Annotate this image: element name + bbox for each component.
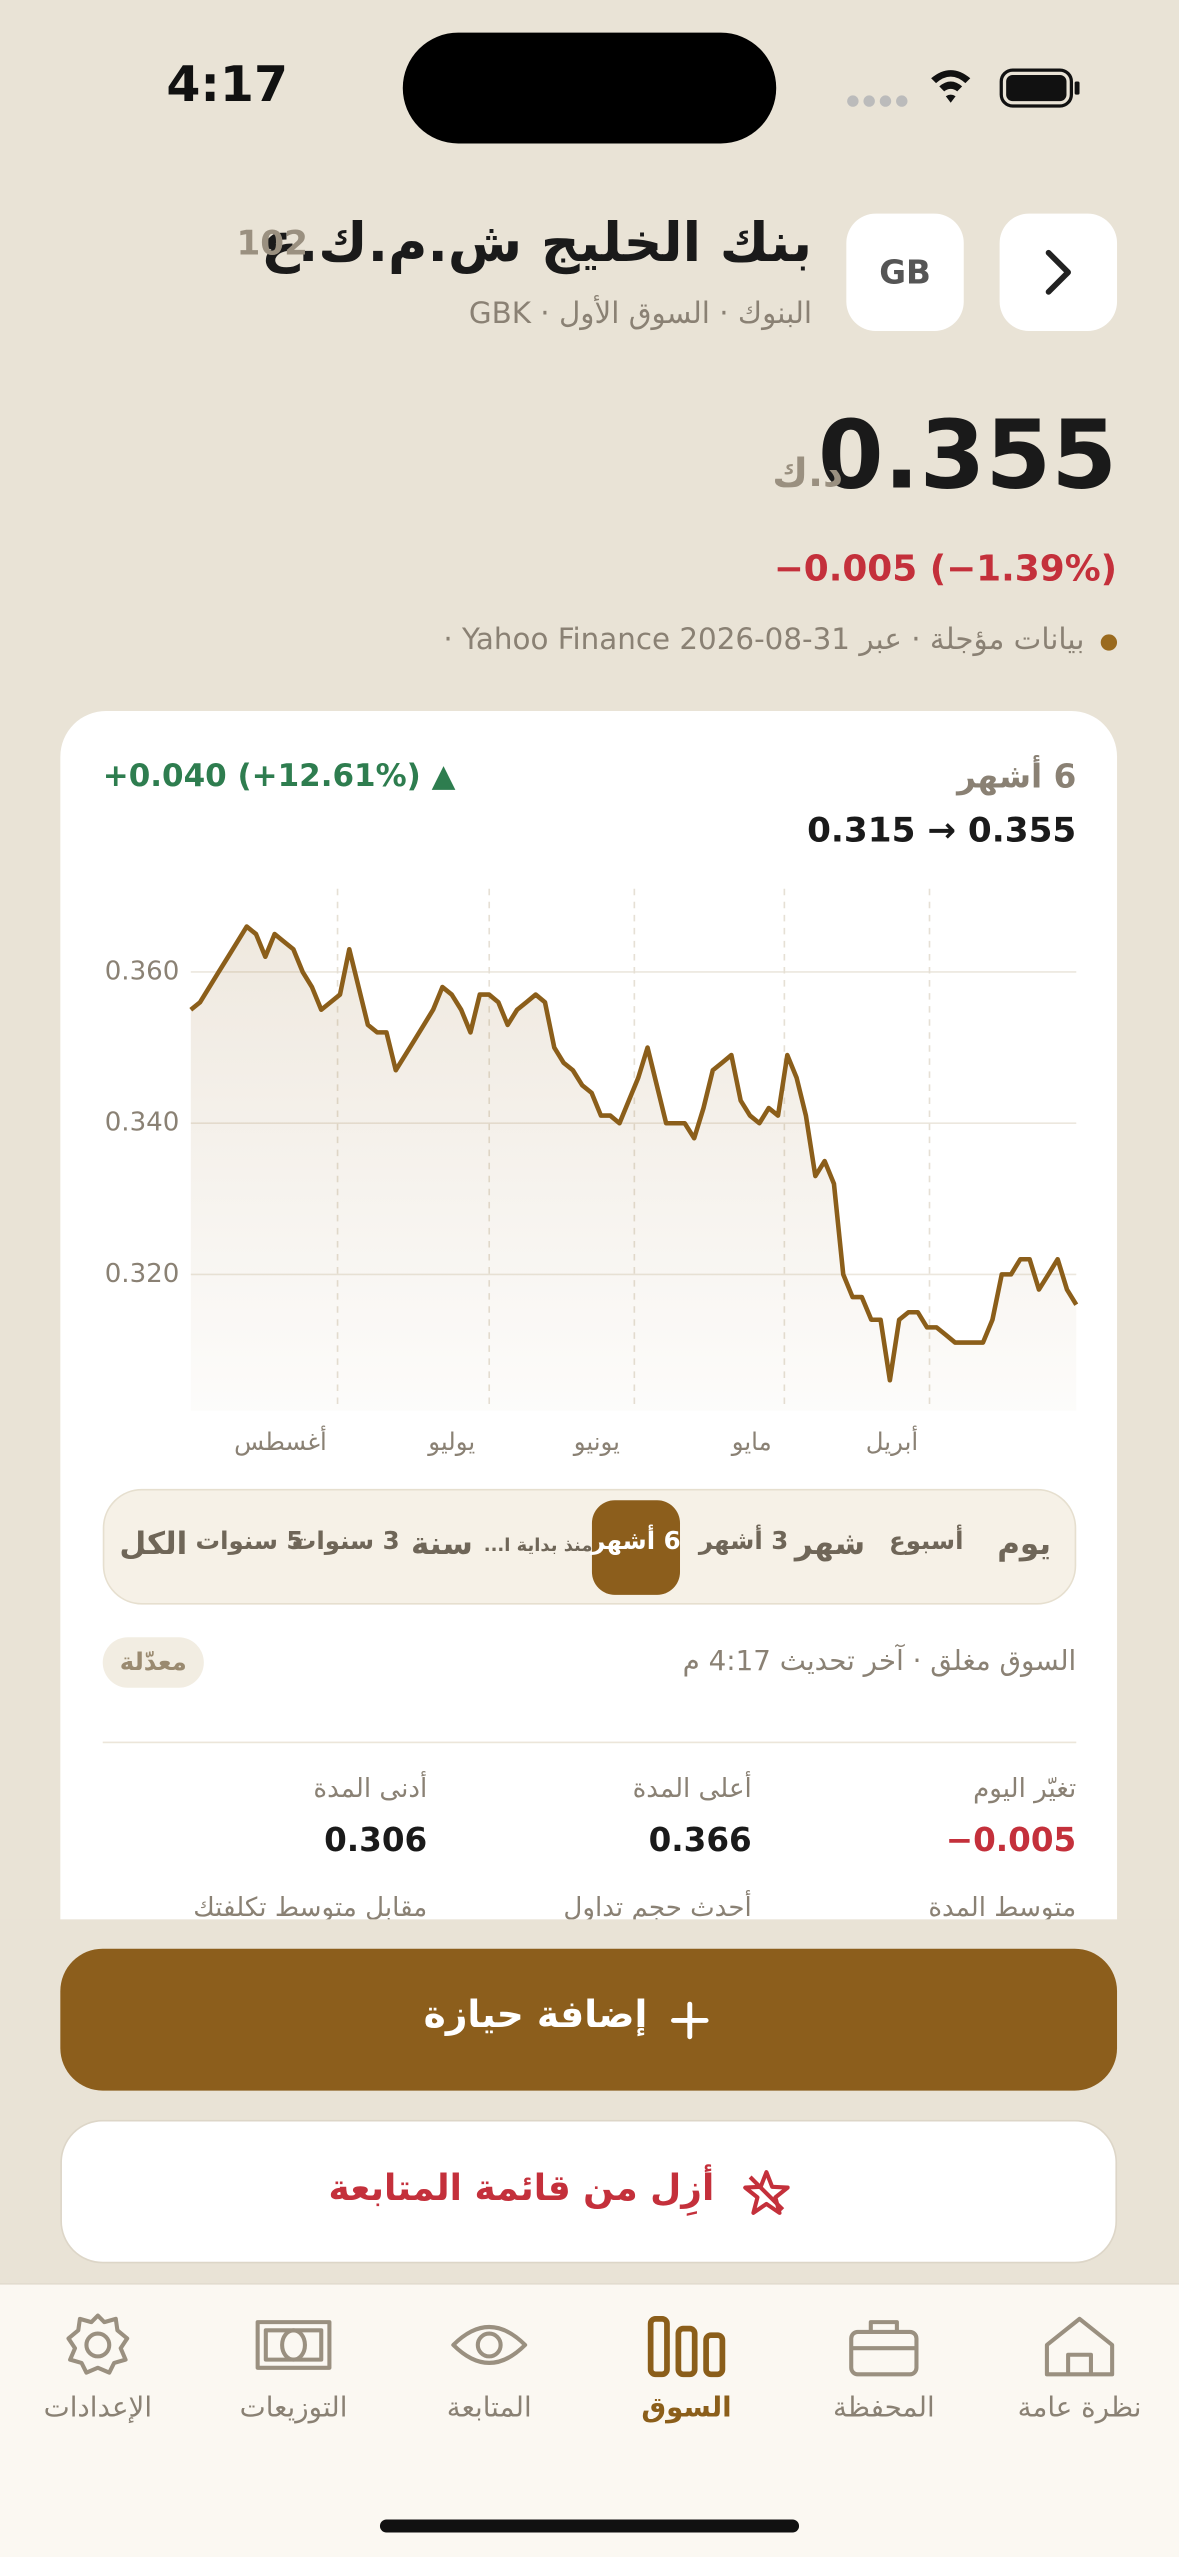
stat-label: أعلى المدة [632, 1772, 752, 1804]
back-button[interactable] [999, 213, 1118, 332]
y-tick-label: 0.340 [105, 1108, 180, 1138]
timeframe-selected[interactable] [591, 1500, 681, 1595]
remove-watchlist-button[interactable]: أزِل من قائمة المتابعة [60, 2119, 1118, 2264]
stat-label: متوسط المدة [928, 1891, 1077, 1923]
tab-label[interactable]: السوق [641, 2392, 732, 2425]
timeframe-option[interactable]: أسبوع [889, 1526, 964, 1556]
period-change: +0.040 (+12.61%) ▲ [102, 758, 456, 795]
timeframe-option[interactable]: 3 أشهر [698, 1526, 789, 1556]
tab-icons [66, 2313, 1115, 2378]
timeframe-option[interactable]: يوم [997, 1526, 1051, 1563]
stock-title: بنك الخليج ش.م.ك.ع [261, 210, 813, 274]
stat-label: أحدث حجم تداول [563, 1891, 752, 1923]
status-time: 4:17 [166, 57, 289, 115]
tab-label[interactable]: نظرة عامة [1017, 2392, 1142, 2425]
star-icon [743, 2170, 790, 2215]
logo: GB [846, 213, 964, 332]
tab-label[interactable]: المحفظة [832, 2392, 935, 2425]
add-holding-button[interactable]: إضافة حيازة [60, 1948, 1118, 2091]
stat-label: أدنى المدة [313, 1772, 428, 1804]
range: 0.315 → 0.355 [807, 810, 1077, 850]
status-icons [847, 68, 1080, 108]
price-line [189, 924, 1079, 1383]
divider [102, 1741, 1077, 1744]
x-tick-label: يونيو [572, 1427, 620, 1456]
subtitle: البنوك · السوق الأول · GBK [468, 296, 813, 332]
price-chart: 0.320 0.340 0.360 أبريل مايو يونيو يوليو أغسطس [105, 888, 1079, 1456]
market-status: السوق مغلق · آخر تحديث 4:17 م [682, 1645, 1077, 1679]
stat-value: 0.306 [324, 1819, 428, 1860]
add-label: إضافة حيازة [423, 1994, 648, 2037]
rank: 102 [236, 223, 308, 263]
stat-label: تغيّر اليوم [973, 1772, 1077, 1804]
live-dot [1100, 634, 1118, 651]
source: بيانات مؤجلة · عبر Yahoo Finance 2026-08… [443, 622, 1085, 658]
x-tick-label: يوليو [426, 1427, 475, 1456]
timeframe-option[interactable]: شهر [794, 1526, 866, 1563]
x-tick-label: أغسطس [234, 1426, 327, 1456]
tab-label[interactable]: التوزيعات [239, 2392, 348, 2425]
timeframe-option[interactable]: سنة [410, 1526, 473, 1563]
stat-value: 0.366 [648, 1819, 752, 1860]
y-tick-label: 0.360 [105, 956, 180, 986]
price: 0.355 [817, 399, 1118, 511]
period: 6 أشهر [957, 756, 1077, 796]
tab-label[interactable]: المتابعة [446, 2392, 532, 2425]
x-tick-label: مايو [730, 1427, 772, 1456]
price-change: −0.005 (−1.39%) [773, 549, 1118, 591]
timeframe-selector: يوم أسبوع شهر 3 أشهر 6 أشهر منذ بداية ا... سنة… [102, 1488, 1077, 1605]
timeframe-option[interactable]: 6 أشهر [591, 1526, 681, 1556]
timeframe-option[interactable]: 3 سنوات [291, 1526, 400, 1556]
dynamic-island [402, 32, 777, 144]
plus-icon [671, 2001, 709, 2040]
adjusted-badge: معدّلة [102, 1637, 204, 1688]
timeframe-option[interactable]: الكل [119, 1526, 188, 1563]
currency: د.ك [772, 450, 844, 496]
remove-label: أزِل من قائمة المتابعة [328, 2168, 715, 2210]
timeframe-option[interactable]: منذ بداية ا... [483, 1534, 593, 1556]
y-tick-label: 0.320 [105, 1259, 180, 1289]
x-tick-label: أبريل [866, 1426, 918, 1456]
stat-value: −0.005 [945, 1819, 1077, 1860]
home-indicator [379, 2519, 800, 2533]
timeframe-option[interactable]: 5 سنوات [195, 1526, 304, 1556]
tab-label[interactable]: الإعدادات [43, 2392, 153, 2425]
stat-label: مقابل متوسط تكلفتك [193, 1891, 428, 1923]
tab-bar [0, 2282, 1179, 2557]
